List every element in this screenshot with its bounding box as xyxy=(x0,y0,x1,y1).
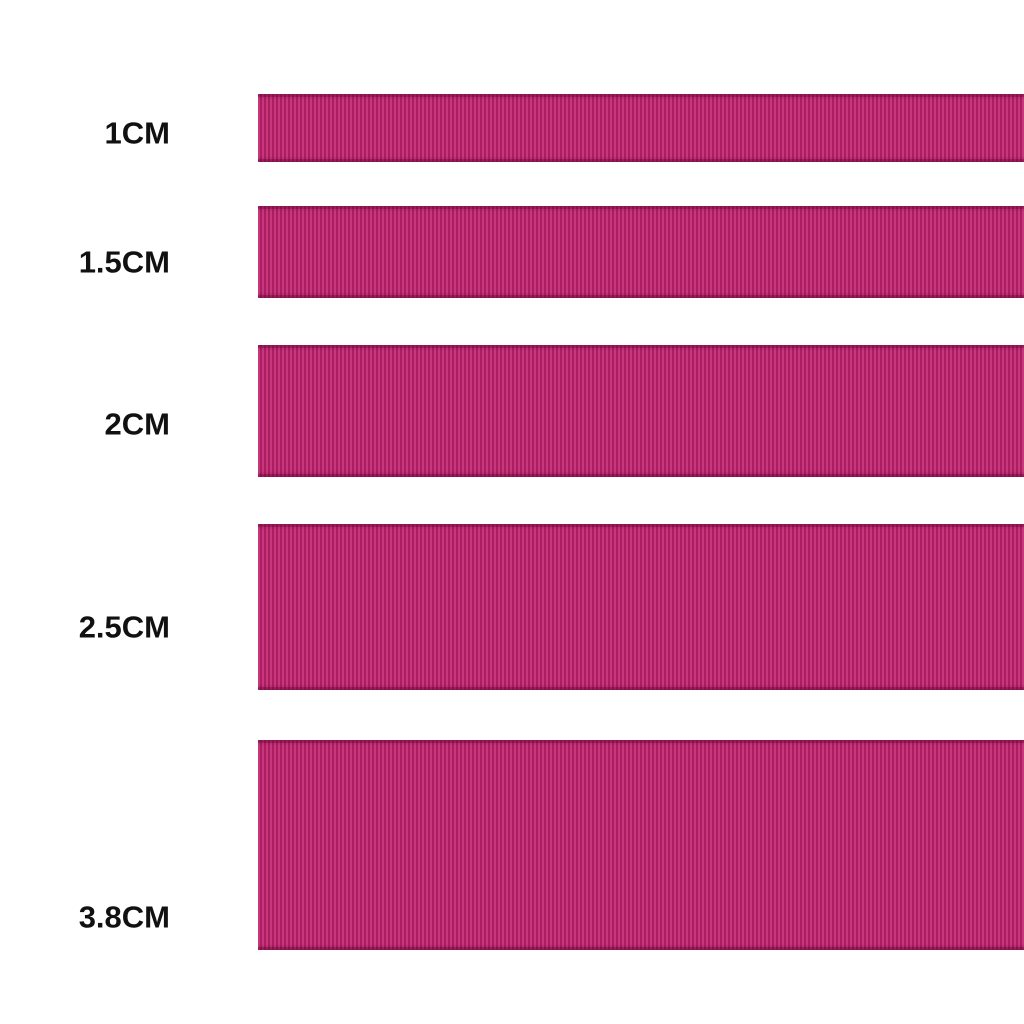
size-label: 3.8CM xyxy=(78,899,170,935)
size-label: 2CM xyxy=(104,406,170,442)
size-label: 1.5CM xyxy=(78,244,170,280)
ribbon xyxy=(258,740,1024,950)
ribbon xyxy=(258,345,1024,477)
ribbon xyxy=(258,524,1024,690)
size-label: 2.5CM xyxy=(78,609,170,645)
size-label: 1CM xyxy=(104,115,170,151)
ribbon xyxy=(258,94,1024,162)
ribbon xyxy=(258,206,1024,298)
